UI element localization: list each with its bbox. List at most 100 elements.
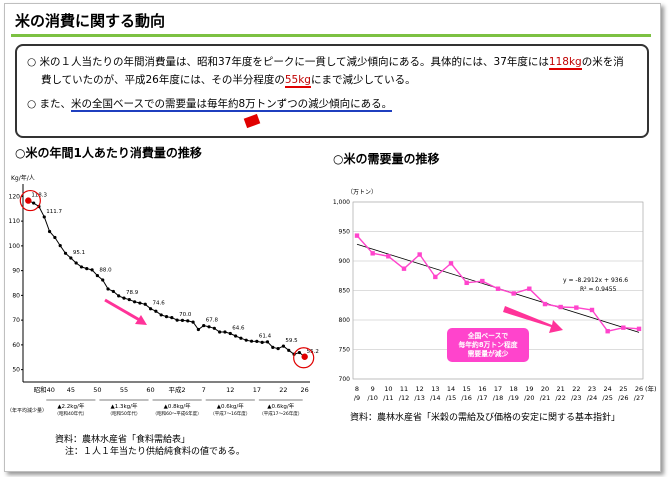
- data-point: [79, 265, 84, 269]
- data-point: [287, 348, 291, 352]
- data-point: [180, 318, 185, 322]
- data-point: [191, 320, 195, 324]
- data-point: [154, 309, 158, 313]
- x-tick-label: /11: [383, 394, 393, 402]
- y-tick-label: 110: [9, 218, 21, 225]
- x-tick-label: 60: [146, 386, 154, 394]
- x-tick-label: 平成2: [169, 385, 186, 394]
- chart2-source: 資料：農林水産省「米穀の需給及び価格の安定に関する基本指針」: [350, 413, 621, 423]
- r-squared: R² = 0.9455: [580, 286, 617, 293]
- data-point: [480, 278, 485, 284]
- peak-highlight-circle: [19, 189, 41, 212]
- y-tick-label: 850: [339, 288, 351, 295]
- trend-arrow: [104, 298, 144, 324]
- y-tick-label: 70: [12, 317, 20, 324]
- data-point: [42, 215, 46, 219]
- data-point: [63, 251, 68, 255]
- callout-box: [447, 328, 529, 362]
- highlight-118kg: 118kg: [548, 56, 582, 70]
- y-tick-label: 60: [12, 342, 20, 349]
- data-point: [255, 339, 259, 344]
- data-point: [85, 267, 89, 271]
- title-underline: [11, 34, 651, 37]
- data-point: [605, 329, 610, 334]
- y-tick-label: 1,000: [333, 199, 350, 206]
- data-point: [32, 201, 36, 205]
- x-tick-label: /12: [399, 394, 409, 402]
- data-point: [260, 340, 264, 344]
- data-label: 88.0: [99, 268, 112, 274]
- data-point: [636, 326, 642, 332]
- summary-line-2: 費していたのが、平成26年度には、その半分程度の55kgにまで減少している。: [41, 74, 416, 88]
- y-tick-label: 900: [339, 258, 351, 265]
- page-title: 米の消費に関する動向: [15, 12, 166, 30]
- x-tick-label: 14: [447, 385, 455, 393]
- data-point: [58, 244, 62, 248]
- data-point: [53, 235, 57, 240]
- data-point: [127, 297, 131, 302]
- x-tick-label: 19: [525, 385, 533, 393]
- data-point: [239, 336, 243, 340]
- x-tick-label: 45: [67, 386, 75, 394]
- data-point: [574, 305, 579, 310]
- data-point: [401, 266, 407, 271]
- data-point: [148, 307, 153, 311]
- x-tick-label: 22: [572, 385, 580, 393]
- data-point: [244, 338, 248, 342]
- rate-sublabel: （平成17〜26年度）: [259, 410, 302, 417]
- trend-arrowhead: [135, 315, 147, 325]
- data-point: [464, 280, 469, 286]
- x-tick-label: /15: [446, 394, 456, 402]
- data-point: [417, 252, 422, 257]
- rate-sublabel: （昭和50年代）: [108, 410, 141, 417]
- rate-sublabel: （昭和60〜平成6年度）: [153, 410, 202, 417]
- x-tick-label: 18: [510, 385, 518, 393]
- data-point: [621, 325, 626, 330]
- data-point: [271, 345, 275, 349]
- trend-equation: y = -8.2912x + 936.6: [563, 277, 628, 284]
- data-point: [143, 302, 147, 306]
- x-tick-label: 25: [619, 385, 627, 393]
- data-point: [233, 334, 238, 338]
- x-tick-label: /22: [555, 394, 565, 402]
- y-axis-label: Kg/年/人: [11, 174, 35, 182]
- x-tick-label: 13: [431, 385, 439, 393]
- data-point: [133, 300, 137, 304]
- y-tick-label: 80: [12, 292, 20, 299]
- x-tick-label: /18: [493, 394, 503, 402]
- data-point: [218, 330, 222, 334]
- rate-sublabel: （昭和40年代）: [54, 410, 87, 417]
- x-tick-label: 17: [253, 386, 261, 394]
- x-tick-label: /19: [508, 394, 518, 402]
- data-point: [186, 319, 190, 323]
- consumption-chart: Kg/年/人 50 60 70 80 90 100 110 120 昭和40 45 50 55 60 平成2…: [7, 174, 319, 417]
- x-tick-label: 20: [541, 385, 549, 393]
- data-point: [25, 197, 32, 204]
- data-point: [265, 340, 270, 344]
- x-tick-label: /23: [571, 394, 581, 402]
- y-tick-label: 50: [12, 367, 20, 374]
- data-point: [433, 274, 438, 280]
- x-tick-label: 8: [355, 385, 359, 393]
- data-point: [207, 325, 211, 329]
- data-label: 95.1: [73, 250, 85, 256]
- x-tick-label: 24: [604, 385, 612, 393]
- summary-line-3: ○ また、米の全国ベースでの需要量は毎年約8万トンずつの減少傾向にある。: [27, 98, 393, 112]
- x-unit-label: (年): [645, 384, 657, 393]
- data-point: [354, 233, 360, 238]
- data-point: [370, 251, 375, 256]
- data-point: [542, 301, 548, 307]
- latest-highlight-circle: [293, 347, 315, 369]
- x-tick-label: 9: [371, 385, 375, 393]
- slide: 米の消費に関する動向 ○ 米の１人当たりの年間消費量は、昭和37年度をピークに一…: [4, 3, 661, 472]
- data-point: [122, 296, 126, 300]
- data-point: [117, 294, 121, 298]
- x-tick-label: 15: [463, 385, 471, 393]
- y-tick-label: 120: [9, 193, 21, 200]
- rate-sublabel: （平成7〜16年度）: [210, 410, 250, 417]
- x-tick-label: /21: [540, 394, 550, 402]
- x-tick-label: /26: [618, 394, 628, 402]
- data-point: [527, 286, 532, 291]
- summary-box: ○ 米の１人当たりの年間消費量は、昭和37年度をピークに一貫して減少傾向にある。…: [15, 44, 649, 138]
- y-tick-label: 750: [339, 347, 351, 354]
